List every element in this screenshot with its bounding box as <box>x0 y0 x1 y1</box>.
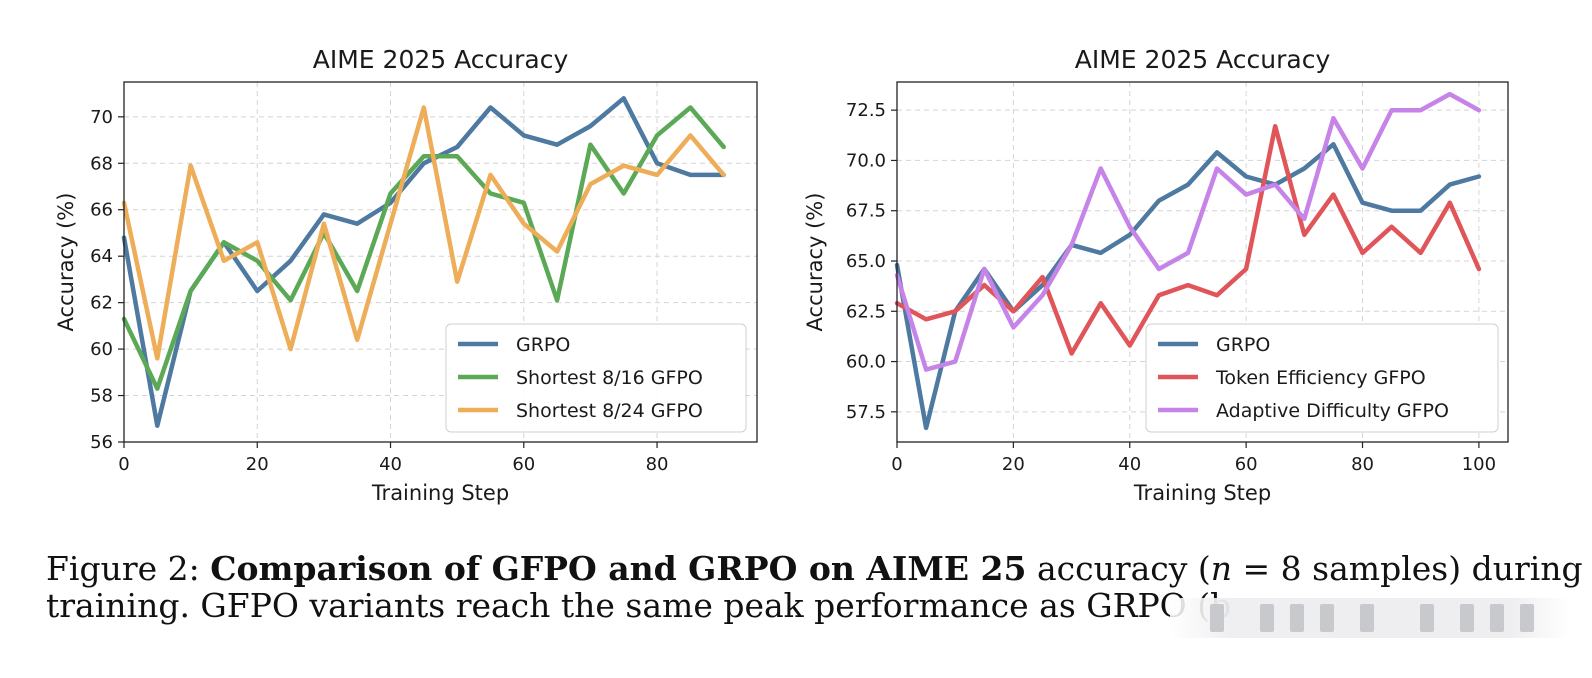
x-tick-label: 40 <box>1118 454 1141 475</box>
plot-frame <box>896 81 1509 443</box>
chart-title: AIME 2025 Accuracy <box>1075 45 1331 74</box>
x-tick-label: 20 <box>246 454 269 475</box>
caption-math-var: n <box>1210 549 1233 588</box>
x-tick-label: 60 <box>512 454 535 475</box>
y-tick-label: 58 <box>90 386 113 407</box>
x-axis-label: Training Step <box>371 481 509 505</box>
x-tick-label: 100 <box>1462 454 1496 475</box>
caption-line-1: Figure 2: Comparison of GFPO and GRPO on… <box>46 549 1583 588</box>
y-tick-label: 57.5 <box>846 402 886 423</box>
redaction-bar <box>1460 604 1474 632</box>
caption-prefix: Figure 2: <box>46 549 211 588</box>
x-axis-label: Training Step <box>1133 481 1271 505</box>
series-line <box>894 123 1482 356</box>
series-line <box>894 91 1482 372</box>
y-axis-label: Accuracy (%) <box>803 193 827 332</box>
redaction-bar <box>1420 604 1434 632</box>
plot-frame <box>123 81 758 443</box>
legend-box <box>445 323 747 433</box>
series-line <box>121 105 726 391</box>
y-tick-label: 56 <box>90 432 113 453</box>
x-tick-label: 0 <box>118 454 129 475</box>
right-chart: 0 20 40 60 80 100 57.5 60.0 62.5 65.0 67.5 70.0 72.5… <box>803 45 1509 505</box>
y-tick-label: 65.0 <box>846 251 886 272</box>
caption-bold: Comparison of GFPO and GRPO on AIME 25 <box>210 549 1027 588</box>
y-tick-label: 66 <box>90 200 113 221</box>
redaction-bar <box>1290 604 1304 632</box>
redaction-bar <box>1210 604 1224 632</box>
caption-after-bold: accuracy ( <box>1026 549 1211 588</box>
legend-box <box>1145 323 1499 433</box>
redaction-bar <box>1260 604 1274 632</box>
legend-label: Shortest 8/16 GFPO <box>516 367 703 389</box>
y-tick-label: 64 <box>90 246 113 267</box>
y-tick-label: 62.5 <box>846 301 886 322</box>
x-tick-label: 20 <box>1002 454 1025 475</box>
y-axis-label: Accuracy (%) <box>54 193 78 332</box>
y-tick-label: 72.5 <box>846 100 886 121</box>
series-line <box>894 142 1482 431</box>
caption-math-rest: = 8 samples) during <box>1232 549 1583 588</box>
legend-label: Token Efficiency GFPO <box>1215 367 1426 389</box>
y-tick-label: 70 <box>90 107 113 128</box>
redaction-bar <box>1320 604 1334 632</box>
y-tick-label: 68 <box>90 153 113 174</box>
redaction-bar <box>1520 604 1534 632</box>
legend-label: Shortest 8/24 GFPO <box>516 400 703 422</box>
y-tick-label: 60 <box>90 339 113 360</box>
y-tick-label: 60.0 <box>846 352 886 373</box>
redaction-bar <box>1490 604 1504 632</box>
x-tick-label: 40 <box>379 454 402 475</box>
chart-title: AIME 2025 Accuracy <box>313 45 569 74</box>
legend-label: Adaptive Difficulty GFPO <box>1216 400 1449 422</box>
y-tick-label: 62 <box>90 293 113 314</box>
left-chart: 0 20 40 60 80 56 58 60 62 64 66 68 70 AIME 2025 Accur… <box>54 45 758 505</box>
redaction-bar <box>1360 604 1374 632</box>
legend-label: GRPO <box>1216 334 1270 356</box>
redaction-overlay <box>1170 598 1570 638</box>
x-tick-label: 0 <box>891 454 902 475</box>
x-tick-label: 60 <box>1235 454 1258 475</box>
y-tick-label: 70.0 <box>846 150 886 171</box>
x-tick-label: 80 <box>646 454 669 475</box>
legend-label: GRPO <box>516 334 570 356</box>
series-line <box>121 105 726 361</box>
x-tick-label: 80 <box>1351 454 1374 475</box>
figure-caption: Figure 2: Comparison of GFPO and GRPO on… <box>46 549 1583 625</box>
y-tick-label: 67.5 <box>846 201 886 222</box>
caption-line-2: training. GFPO variants reach the same p… <box>46 586 1232 625</box>
